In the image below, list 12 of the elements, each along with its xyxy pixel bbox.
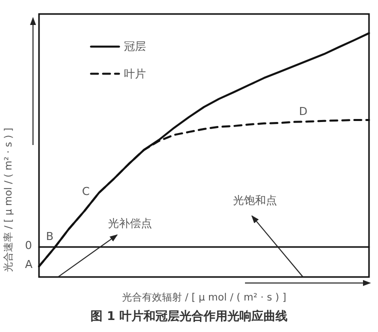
annotation: 光补偿点 <box>108 217 152 230</box>
x-axis-title: 光合有效辐射 / [ μ mol / ( m² · s ) ] <box>122 292 286 304</box>
text: 0 <box>25 239 32 252</box>
y-axis-title: 光合速率 / [ μ mol / ( m² · s ) ] <box>2 128 14 272</box>
text: 图 1 叶片和冠层光合作用光响应曲线 <box>90 309 288 323</box>
legend-label: 冠层 <box>124 40 146 54</box>
annotation: 光饱和点 <box>233 194 277 207</box>
annotation: B <box>46 230 54 243</box>
legend-label: 叶片 <box>124 67 146 80</box>
annotation: D <box>299 105 308 118</box>
annotation: C <box>82 185 90 198</box>
text: A <box>25 258 33 271</box>
